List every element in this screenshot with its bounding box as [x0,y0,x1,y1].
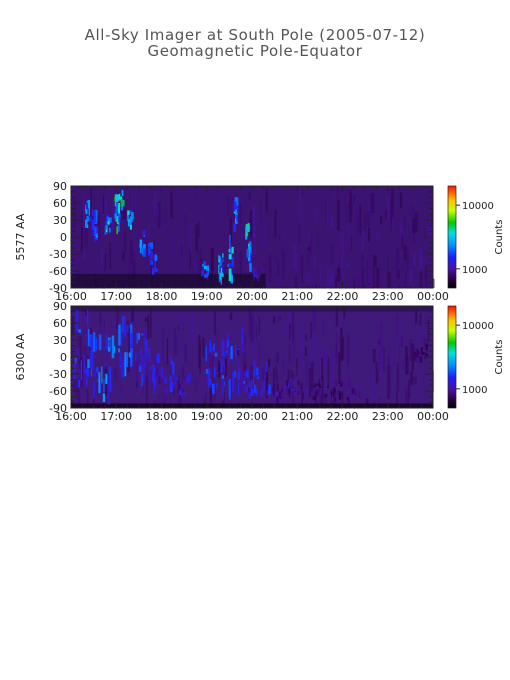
burst-11 [218,253,225,285]
chart-subtitle: Geomagnetic Pole-Equator [147,42,363,60]
y-tick-label: 90 [53,300,67,313]
burst-2 [93,332,116,405]
x-tick-label: 21:00 [281,290,313,303]
x-tick-label: 22:00 [327,410,359,423]
burst-8 [221,328,249,400]
burst-6 [127,210,134,230]
burst-10 [201,261,210,280]
burst-11 [312,380,359,402]
y-tick-label: 60 [53,197,67,210]
y-tick-label: -60 [49,265,67,278]
panel-2: 16:00 17:00 18:00 19:00 20:00 21:00 22:00 23:00… [14,300,505,423]
x-tick-label: 19:00 [191,410,223,423]
burst-3 [104,215,112,235]
y-tick-label: -90 [49,402,67,415]
x-tick-label: 16:00 [55,290,87,303]
x-tick-label: 17:00 [100,290,132,303]
colorbar-tick-label: 1000 [462,385,487,396]
burst-3 [115,315,133,378]
y-tick-label: 0 [60,351,67,364]
x-tick-label: 17:00 [100,410,132,423]
chart-title: All-Sky Imager at South Pole (2005-07-12… [84,26,426,44]
burst-1 [85,199,91,228]
x-tick-label: 18:00 [146,290,178,303]
colorbar-tick-label: 10000 [462,321,494,332]
burst-13 [233,197,239,232]
x-tick-label: 23:00 [372,410,404,423]
colorbar: 10000 1000 Counts [447,185,505,289]
panel-1: 16:00 17:00 18:00 19:00 20:00 21:00 22:00 23:00… [14,180,505,303]
y-tick-label: 30 [53,334,67,347]
y-tick-label: 90 [53,180,67,193]
y-tick-label: -60 [49,385,67,398]
burst-14 [245,223,252,272]
burst-5 [118,190,125,211]
x-tick-label: 00:00 [417,410,449,423]
colorbar-label: Counts [494,340,505,375]
x-tick-label: 20:00 [236,290,268,303]
burst-9 [244,360,271,399]
y-tick-label: -30 [49,248,67,261]
y-tick-label: -30 [49,368,67,381]
y-tick-label: 30 [53,214,67,227]
colorbar-tick-label: 1000 [462,265,487,276]
burst-1 [73,309,94,388]
y-axis-label: 6300 AA [14,333,27,380]
y-tick-label: 0 [60,231,67,244]
x-tick-label: 22:00 [327,290,359,303]
colorbar-tick-label: 10000 [462,201,494,212]
x-tick-label: 23:00 [372,290,404,303]
burst-12 [413,342,429,363]
burst-4 [114,194,121,235]
colorbar: 10000 1000 Counts [447,305,505,409]
burst-6 [171,373,191,397]
burst-2 [91,209,99,241]
heatmap-texture [72,186,435,288]
x-tick-label: 19:00 [191,290,223,303]
y-axis-label: 5577 AA [14,213,27,260]
burst-4 [132,329,152,387]
x-tick-label: 00:00 [417,290,449,303]
burst-5 [150,353,175,395]
x-tick-label: 16:00 [55,410,87,423]
y-tick-label: -90 [49,282,67,295]
burst-9 [151,253,158,275]
x-tick-label: 21:00 [281,410,313,423]
burst-7 [139,230,146,257]
burst-10 [271,379,308,400]
burst-12 [227,234,234,284]
x-tick-label: 20:00 [236,410,268,423]
burst-8 [148,242,154,265]
burst-15 [252,267,261,282]
y-tick-label: 60 [53,317,67,330]
dark-band [71,273,266,288]
x-tick-label: 18:00 [146,410,178,423]
colorbar-label: Counts [494,220,505,255]
